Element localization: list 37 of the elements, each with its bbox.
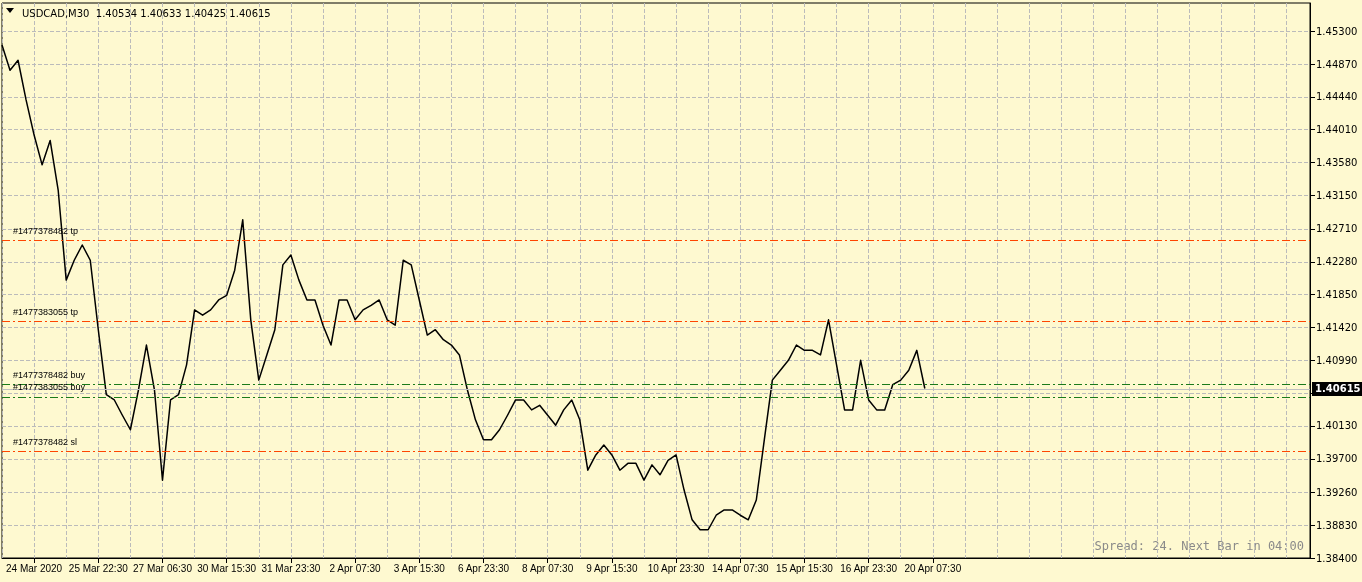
x-tick-label: 14 Apr 07:30: [711, 562, 770, 574]
y-tick-label: 1.39260: [1316, 486, 1358, 498]
y-tick-label: 1.42280: [1316, 256, 1358, 268]
x-tick-label: 8 Apr 07:30: [522, 562, 574, 574]
y-tick-label: 1.41850: [1316, 289, 1358, 301]
ref-line-label: 1.40615: [1315, 383, 1361, 395]
y-tick-label: 1.38830: [1316, 519, 1358, 531]
x-tick-label: 10 Apr 23:30: [647, 562, 705, 574]
y-tick-label: 1.43580: [1316, 157, 1358, 169]
y-tick-label: 1.42710: [1316, 223, 1358, 235]
x-tick-label: 24 Mar 2020: [6, 562, 63, 574]
chart-title: USDCAD,M30 1.40534 1.40633 1.40425 1.40615: [22, 7, 271, 19]
y-tick-label: 1.39700: [1316, 453, 1358, 465]
y-tick-label: 1.44440: [1316, 91, 1358, 103]
y-tick-label: 1.40990: [1316, 354, 1358, 366]
y-tick-label: 1.40130: [1316, 420, 1358, 432]
ref-line-label: #1477383055 tp: [13, 306, 79, 317]
x-tick-label: 20 Apr 07:30: [904, 562, 962, 574]
x-tick-label: 27 Mar 06:30: [133, 562, 193, 574]
x-tick-label: 2 Apr 07:30: [329, 562, 382, 574]
y-tick-label: 1.45300: [1316, 25, 1358, 37]
ref-line-label: #1477378482 sl: [13, 436, 78, 447]
x-tick-label: 6 Apr 23:30: [457, 562, 510, 574]
x-tick-label: 25 Mar 22:30: [68, 562, 129, 574]
x-tick-label: 30 Mar 15:30: [197, 562, 257, 574]
y-tick-label: 1.38400: [1316, 552, 1358, 564]
y-tick-label: 1.44010: [1316, 124, 1358, 136]
y-tick-label: 1.43150: [1316, 189, 1358, 201]
x-tick-label: 15 Apr 15:30: [776, 562, 834, 574]
ref-line-label: #1477383055 buy: [13, 382, 86, 393]
x-tick-label: 9 Apr 15:30: [586, 562, 638, 574]
x-tick-label: 3 Apr 15:30: [393, 562, 446, 574]
y-tick-label: 1.41420: [1316, 321, 1358, 333]
x-tick-label: 31 Mar 23:30: [261, 562, 321, 574]
x-tick-label: 16 Apr 23:30: [840, 562, 898, 574]
y-tick-label: 1.44870: [1316, 58, 1358, 70]
ref-line-label: #1477378482 buy: [13, 370, 86, 381]
